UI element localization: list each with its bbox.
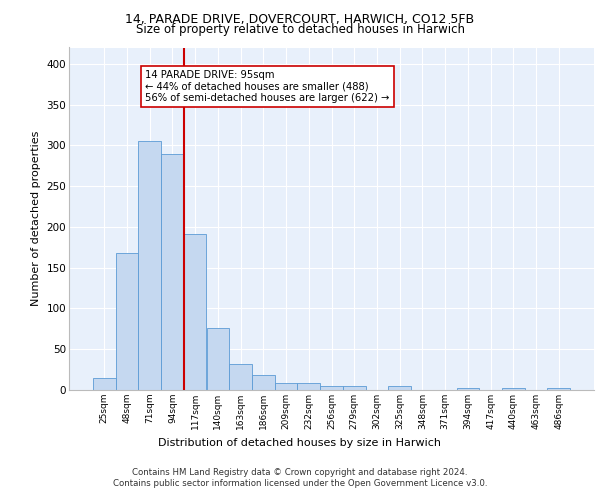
Bar [388,386,411,390]
Bar [298,382,320,390]
Bar [252,376,275,390]
Text: Distribution of detached houses by size in Harwich: Distribution of detached houses by size … [158,438,442,448]
Bar [161,154,184,390]
Bar [343,386,365,390]
Text: 14, PARADE DRIVE, DOVERCOURT, HARWICH, CO12 5FB: 14, PARADE DRIVE, DOVERCOURT, HARWICH, C… [125,12,475,26]
Bar [229,364,252,390]
Y-axis label: Number of detached properties: Number of detached properties [31,131,41,306]
Bar [93,378,116,390]
Bar [547,388,570,390]
Text: Size of property relative to detached houses in Harwich: Size of property relative to detached ho… [136,22,464,36]
Bar [206,328,229,390]
Bar [320,386,343,390]
Bar [139,142,161,390]
Bar [457,388,479,390]
Bar [184,234,206,390]
Text: 14 PARADE DRIVE: 95sqm
← 44% of detached houses are smaller (488)
56% of semi-de: 14 PARADE DRIVE: 95sqm ← 44% of detached… [145,70,389,102]
Bar [116,253,139,390]
Bar [502,388,524,390]
Text: Contains HM Land Registry data © Crown copyright and database right 2024.
Contai: Contains HM Land Registry data © Crown c… [113,468,487,487]
Bar [275,382,298,390]
